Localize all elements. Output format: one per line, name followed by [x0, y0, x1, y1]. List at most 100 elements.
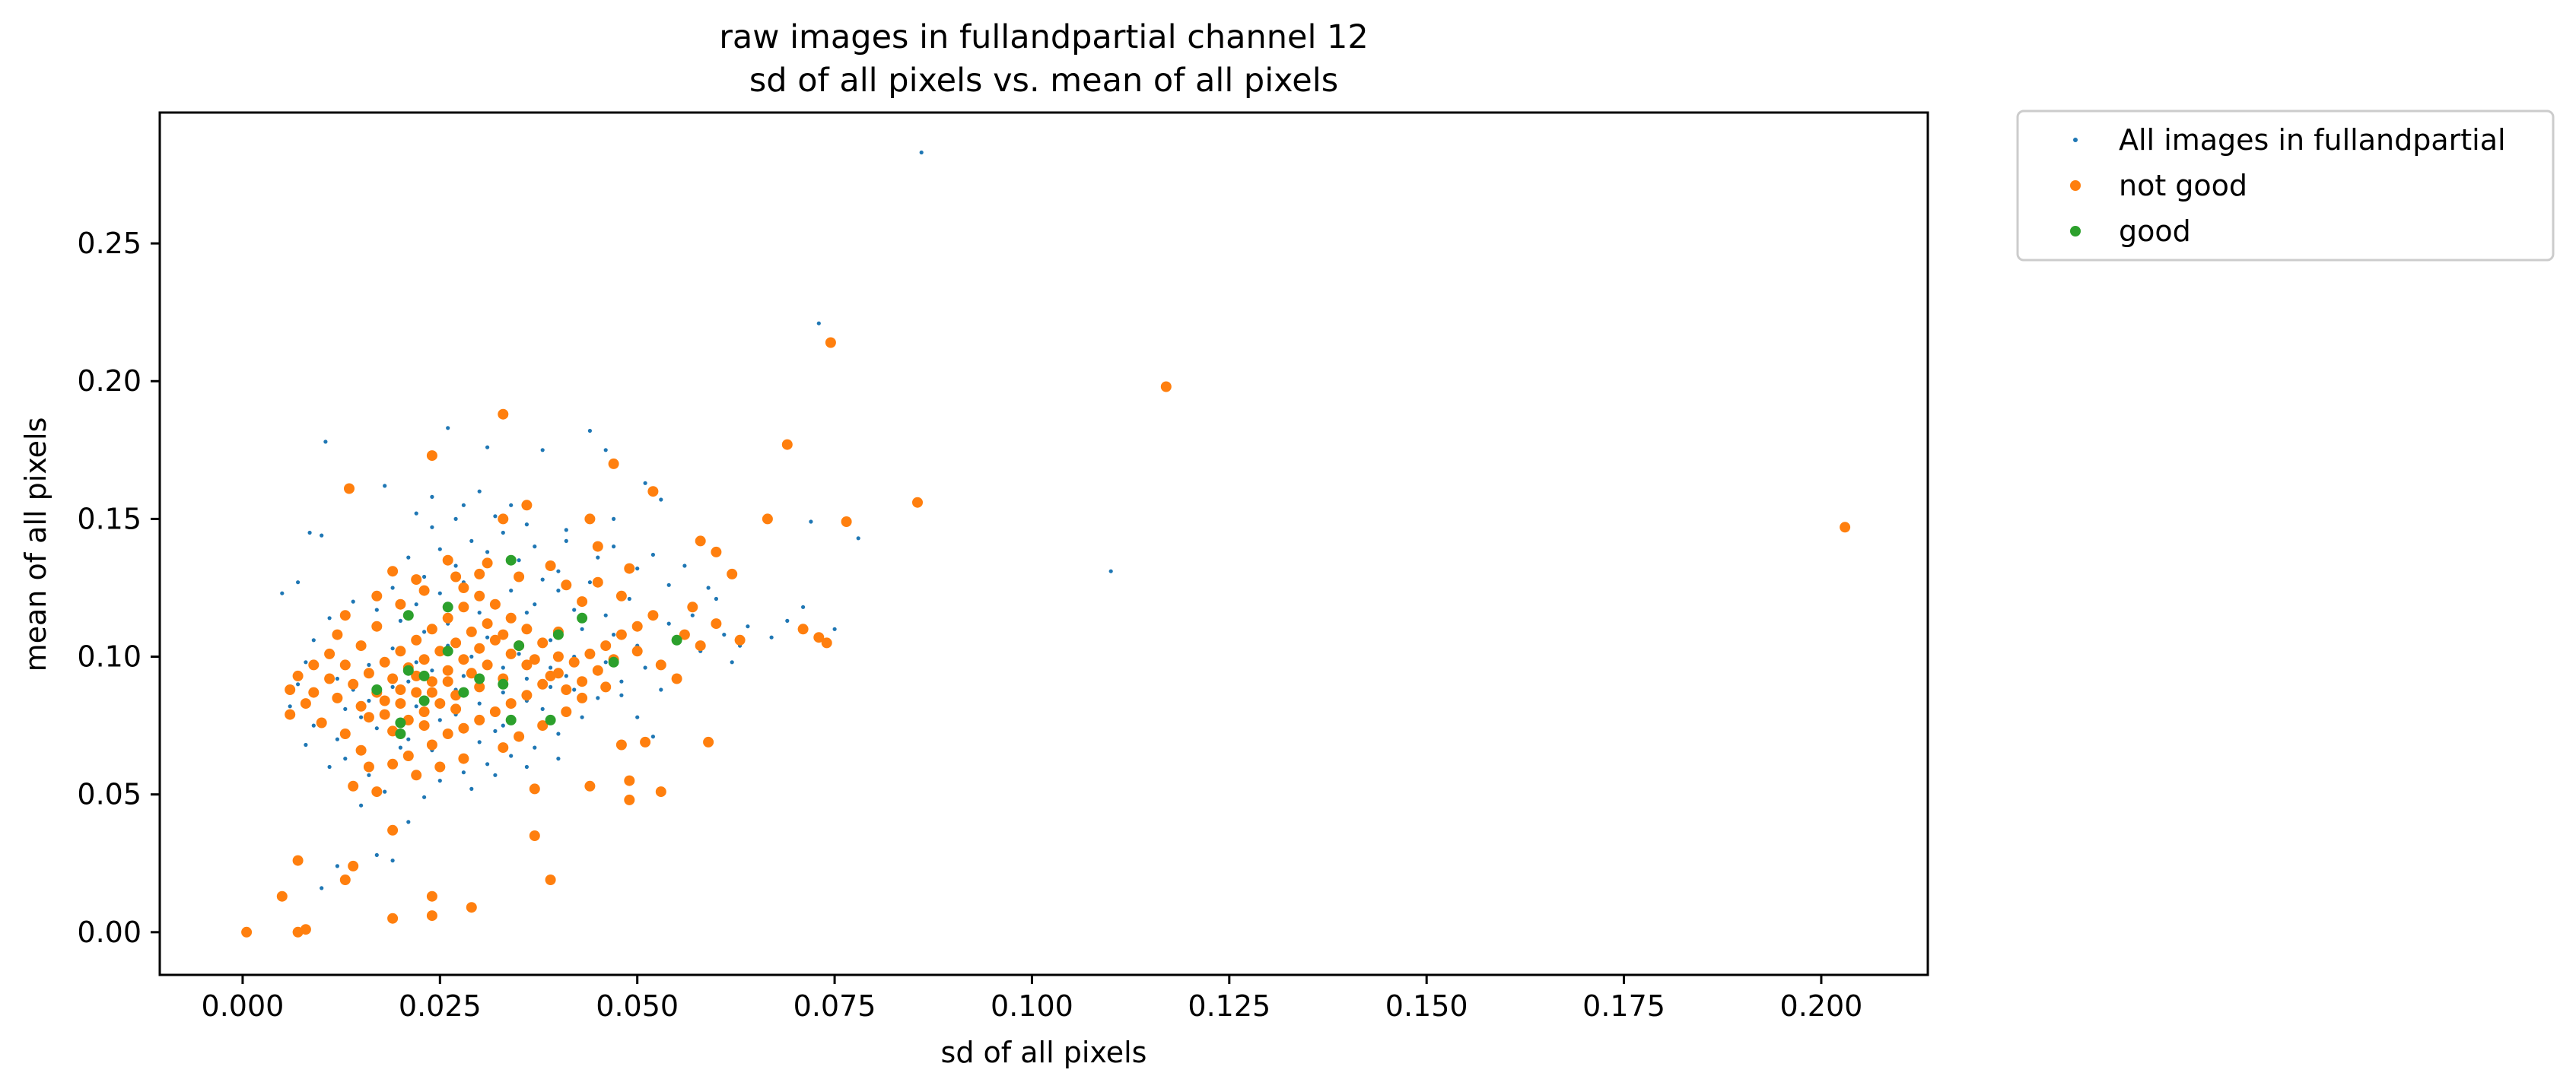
point-not-good — [442, 676, 453, 687]
point-all-images-in-fullandpartial — [304, 742, 308, 748]
point-not-good — [655, 659, 666, 671]
point-all-images-in-fullandpartial — [659, 497, 663, 502]
point-not-good — [561, 706, 572, 717]
point-all-images-in-fullandpartial — [801, 605, 806, 609]
point-all-images-in-fullandpartial — [706, 586, 711, 590]
point-all-images-in-fullandpartial — [509, 754, 514, 758]
point-not-good — [608, 458, 619, 469]
point-all-images-in-fullandpartial — [650, 735, 656, 739]
point-not-good — [813, 632, 825, 643]
point-all-images-in-fullandpartial — [304, 660, 308, 665]
y-tick-label: 0.20 — [77, 364, 142, 398]
point-not-good — [450, 703, 462, 715]
point-good — [458, 687, 469, 698]
point-not-good — [426, 910, 437, 922]
point-not-good — [561, 684, 572, 695]
point-all-images-in-fullandpartial — [437, 718, 442, 722]
point-all-images-in-fullandpartial — [856, 536, 860, 541]
point-not-good — [442, 729, 453, 739]
point-not-good — [458, 753, 469, 764]
point-all-images-in-fullandpartial — [572, 687, 577, 692]
point-all-images-in-fullandpartial — [477, 611, 482, 615]
point-not-good — [339, 729, 351, 739]
point-not-good — [521, 690, 533, 701]
point-all-images-in-fullandpartial — [501, 665, 505, 670]
point-not-good — [703, 736, 714, 748]
point-not-good — [387, 673, 399, 684]
point-not-good — [371, 590, 383, 602]
point-not-good — [379, 656, 390, 668]
point-not-good — [514, 571, 525, 583]
legend-marker-good — [2070, 226, 2081, 236]
point-all-images-in-fullandpartial — [650, 552, 656, 557]
point-all-images-in-fullandpartial — [430, 668, 434, 673]
point-all-images-in-fullandpartial — [351, 599, 355, 604]
point-not-good — [474, 681, 485, 693]
point-all-images-in-fullandpartial — [666, 621, 671, 626]
point-not-good — [521, 624, 533, 635]
y-tick-label: 0.00 — [77, 916, 142, 949]
point-good — [545, 714, 556, 725]
point-not-good — [285, 709, 296, 720]
point-all-images-in-fullandpartial — [493, 514, 498, 519]
point-not-good — [561, 579, 572, 591]
point-all-images-in-fullandpartial — [533, 745, 537, 750]
legend-label-not-good: not good — [2119, 169, 2247, 202]
point-all-images-in-fullandpartial — [367, 662, 371, 668]
point-not-good — [308, 659, 320, 671]
point-not-good — [324, 673, 336, 684]
point-not-good — [300, 924, 311, 935]
point-not-good — [434, 761, 446, 773]
point-not-good — [552, 651, 564, 662]
point-all-images-in-fullandpartial — [746, 624, 750, 629]
point-all-images-in-fullandpartial — [414, 660, 418, 665]
point-all-images-in-fullandpartial — [335, 864, 339, 868]
point-not-good — [355, 640, 367, 652]
point-good — [418, 670, 430, 681]
point-not-good — [426, 676, 437, 687]
x-axis-label: sd of all pixels — [941, 1036, 1147, 1069]
point-all-images-in-fullandpartial — [307, 530, 312, 535]
point-not-good — [825, 337, 836, 348]
point-not-good — [529, 783, 540, 795]
x-tick-label: 0.175 — [1582, 989, 1665, 1023]
point-not-good — [434, 698, 446, 709]
point-not-good — [418, 654, 430, 665]
point-all-images-in-fullandpartial — [296, 682, 301, 687]
point-not-good — [577, 692, 588, 703]
point-all-images-in-fullandpartial — [422, 630, 427, 634]
point-all-images-in-fullandpartial — [612, 544, 616, 549]
point-not-good — [529, 830, 540, 841]
point-all-images-in-fullandpartial — [556, 589, 561, 593]
point-all-images-in-fullandpartial — [383, 789, 387, 794]
x-tick-label: 0.125 — [1188, 989, 1271, 1023]
point-not-good — [537, 678, 549, 690]
chart-title: raw images in fullandpartial channel 12 — [719, 18, 1369, 56]
point-not-good — [387, 913, 399, 924]
point-good — [418, 695, 430, 706]
point-good — [552, 629, 564, 640]
point-not-good — [592, 576, 603, 588]
point-not-good — [545, 875, 556, 885]
point-all-images-in-fullandpartial — [477, 701, 482, 706]
point-all-images-in-fullandpartial — [374, 726, 379, 731]
point-all-images-in-fullandpartial — [485, 445, 490, 449]
point-not-good — [339, 875, 351, 885]
point-not-good — [912, 497, 923, 508]
point-not-good — [529, 654, 540, 665]
point-all-images-in-fullandpartial — [390, 646, 395, 651]
point-not-good — [458, 602, 469, 613]
point-all-images-in-fullandpartial — [367, 773, 371, 777]
point-not-good — [411, 574, 422, 586]
point-all-images-in-fullandpartial — [587, 580, 593, 585]
point-all-images-in-fullandpartial — [501, 530, 505, 535]
point-not-good — [545, 560, 556, 571]
point-not-good — [624, 775, 635, 786]
point-not-good — [545, 670, 556, 681]
point-good — [505, 554, 517, 566]
point-all-images-in-fullandpartial — [430, 525, 434, 529]
point-all-images-in-fullandpartial — [564, 674, 568, 678]
point-good — [671, 634, 682, 646]
x-tick-label: 0.200 — [1780, 989, 1863, 1023]
point-not-good — [711, 546, 722, 557]
